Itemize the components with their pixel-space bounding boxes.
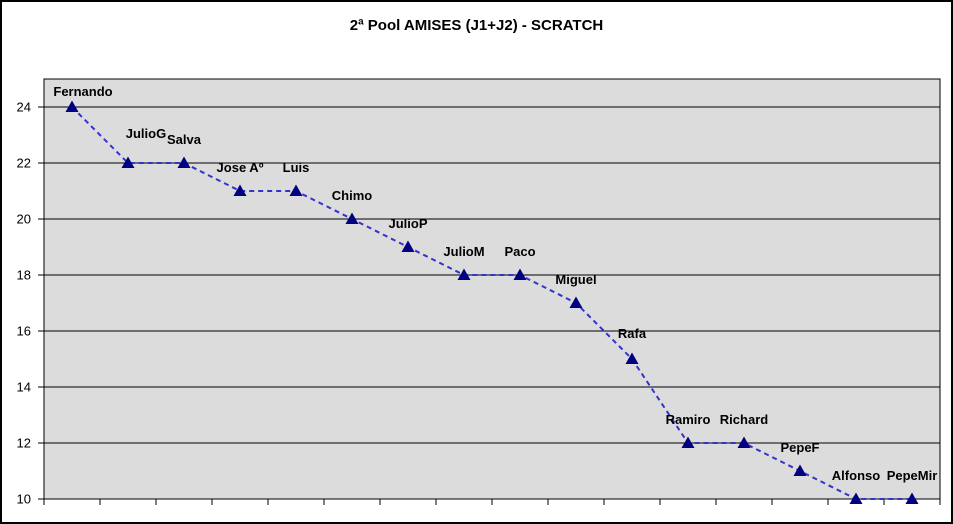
chart-title: 2ª Pool AMISES (J1+J2) - SCRATCH: [349, 17, 604, 34]
data-point-label: Richard: [720, 412, 768, 427]
data-point-label: Rafa: [618, 326, 647, 341]
data-point-label: Paco: [504, 244, 535, 259]
data-point-marker: [121, 156, 135, 168]
data-point-label: Luis: [283, 160, 310, 175]
y-tick-label: 22: [17, 156, 31, 171]
data-point-marker: [737, 436, 751, 448]
data-point-marker: [65, 100, 79, 112]
data-point-label: JulioP: [388, 216, 427, 231]
y-tick-label: 14: [17, 380, 31, 395]
data-point-marker: [177, 156, 191, 168]
data-point-marker: [401, 240, 415, 252]
data-point-marker: [625, 352, 639, 364]
y-tick-label: 20: [17, 212, 31, 227]
y-tick-label: 10: [17, 492, 31, 507]
data-point-marker: [681, 436, 695, 448]
data-point-label: PepeMir: [887, 468, 938, 483]
data-point-marker: [849, 492, 863, 504]
plot-area: [43, 78, 941, 500]
data-point-marker: [345, 212, 359, 224]
data-point-marker: [513, 268, 527, 280]
series-line: [71, 106, 912, 500]
data-point-label: Fernando: [53, 84, 112, 99]
data-point-marker: [569, 296, 583, 308]
data-point-label: JulioM: [443, 244, 484, 259]
data-point-label: Ramiro: [666, 412, 711, 427]
data-point-label: JulioG: [126, 126, 166, 141]
data-point-label: Jose Aº: [217, 160, 264, 175]
data-point-marker: [289, 184, 303, 196]
data-point-label: Salva: [167, 132, 202, 147]
data-point-marker: [905, 492, 919, 504]
y-tick-label: 12: [17, 436, 31, 451]
data-point-marker: [457, 268, 471, 280]
y-tick-label: 24: [17, 100, 31, 115]
data-point-label: Miguel: [555, 272, 596, 287]
data-point-marker: [233, 184, 247, 196]
y-tick-label: 18: [17, 268, 31, 283]
data-point-label: PepeF: [780, 440, 819, 455]
y-tick-label: 16: [17, 324, 31, 339]
data-point-label: Alfonso: [832, 468, 880, 483]
data-point-marker: [793, 464, 807, 476]
data-point-label: Chimo: [332, 188, 373, 203]
